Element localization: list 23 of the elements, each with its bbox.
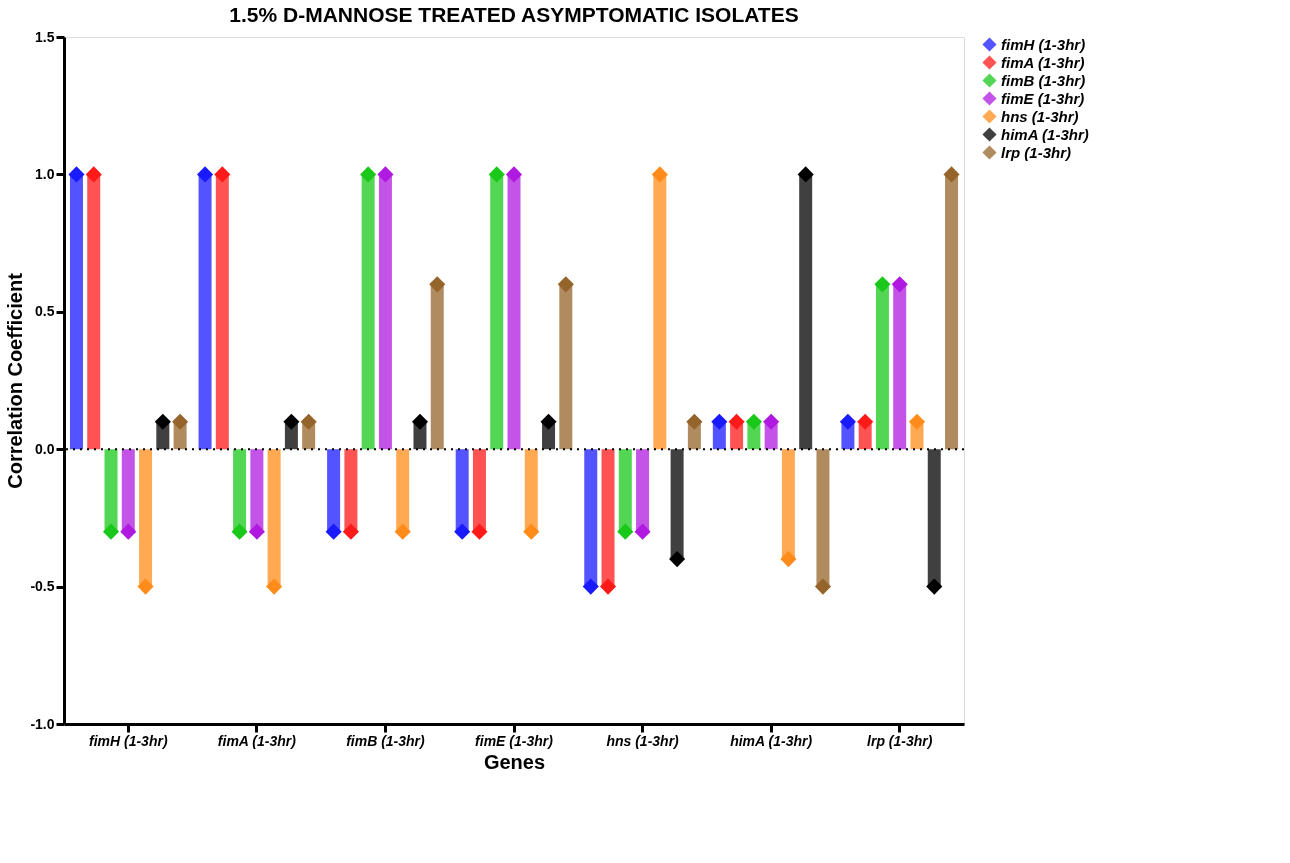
y-tick-label: 0.5 (35, 303, 55, 320)
legend-label: fimB (1-3hr) (1001, 71, 1086, 89)
legend-label: himA (1-3hr) (1001, 125, 1089, 143)
legend-label: fimE (1-3hr) (1001, 89, 1085, 107)
legend-label: hns (1-3hr) (1001, 107, 1079, 125)
x-tick-label: fimE (1-3hr) (475, 732, 554, 749)
y-axis-title: Correlation Coefficient (4, 272, 27, 489)
x-tick-label: himA (1-3hr) (730, 732, 813, 749)
y-tick-label: -0.5 (30, 578, 55, 595)
y-tick-label: 1.5 (35, 28, 55, 45)
legend-label: fimA (1-3hr) (1001, 53, 1085, 71)
x-tick-label: fimB (1-3hr) (346, 732, 426, 749)
legend-label: lrp (1-3hr) (1001, 143, 1072, 161)
chart-title: 1.5% D-MANNOSE TREATED ASYMPTOMATIC ISOLATES (229, 3, 799, 26)
y-tick-label: 0.0 (35, 440, 55, 457)
y-tick-label: -1.0 (30, 715, 55, 732)
legend-label: fimH (1-3hr) (1001, 35, 1086, 53)
x-tick-label: lrp (1-3hr) (867, 732, 933, 749)
x-tick-label: hns (1-3hr) (606, 732, 680, 749)
x-axis-title: Genes (483, 750, 546, 773)
y-tick-label: 1.0 (35, 165, 55, 182)
x-tick-label: fimH (1-3hr) (89, 732, 168, 749)
x-tick-label: fimA (1-3hr) (217, 732, 297, 749)
